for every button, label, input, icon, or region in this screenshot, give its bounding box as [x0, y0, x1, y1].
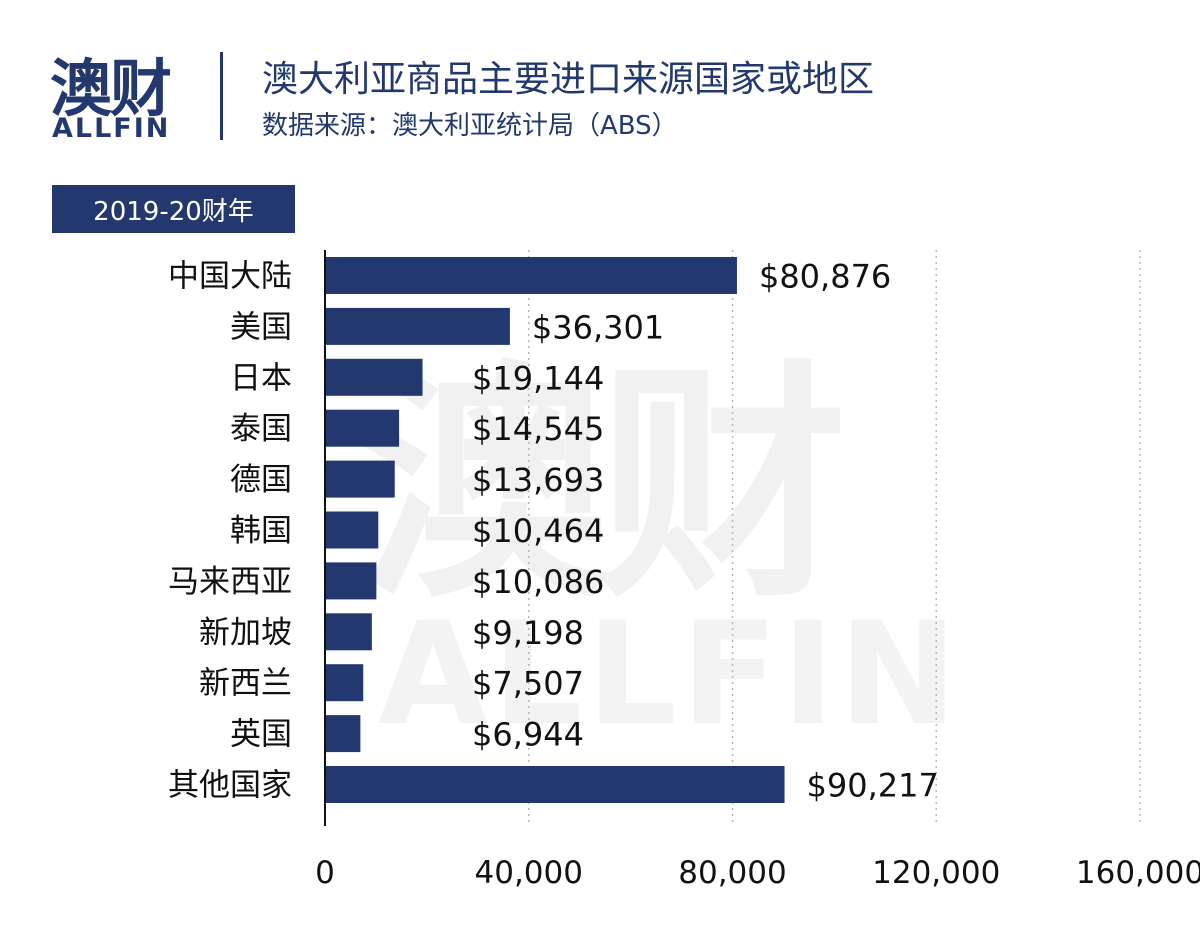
bar: [325, 562, 377, 600]
bar: [325, 511, 379, 549]
x-tick-label: 0: [315, 855, 335, 891]
category-label: 马来西亚: [168, 564, 292, 600]
bar-chart: 中国大陆 $80,876 美国 $36,301 日本 $19,144 泰国 $14,545 德国…: [168, 250, 1200, 891]
logo-wordmark: ALLFIN: [52, 113, 171, 144]
logo-mark: 澳财: [50, 52, 172, 125]
value-label: $36,301: [532, 308, 664, 346]
category-label: 日本: [230, 360, 292, 396]
x-tick-label: 120,000: [872, 855, 1000, 891]
value-label: $10,464: [472, 512, 604, 550]
category-label: 新西兰: [199, 666, 292, 702]
category-label: 新加坡: [199, 615, 292, 651]
value-label: $13,693: [472, 461, 604, 499]
bar: [325, 766, 785, 803]
value-label: $90,217: [807, 767, 939, 805]
category-label: 泰国: [230, 411, 292, 447]
value-label: $7,507: [472, 665, 584, 703]
bar: [325, 664, 364, 702]
x-tick-label: 160,000: [1076, 855, 1200, 891]
category-label: 中国大陆: [168, 259, 292, 295]
header-divider: [220, 52, 223, 140]
fiscal-year-badge: 2019-20财年: [52, 185, 295, 233]
category-label: 美国: [230, 309, 292, 345]
bar: [325, 307, 510, 345]
bar: [325, 409, 400, 447]
category-label: 其他国家: [168, 768, 292, 804]
x-tick-label: 80,000: [678, 855, 786, 891]
value-label: $19,144: [472, 359, 604, 397]
bar: [325, 613, 372, 651]
value-label: $14,545: [472, 410, 604, 448]
watermark-logo: 澳财: [360, 340, 848, 631]
chart-title: 澳大利亚商品主要进口来源国家或地区: [262, 59, 875, 100]
category-label: 德国: [230, 462, 292, 498]
value-label: $9,198: [472, 614, 584, 652]
value-label: $6,944: [472, 716, 584, 754]
bar: [325, 257, 737, 294]
watermark-wordmark: ALLFIN: [378, 592, 962, 757]
x-tick-label: 40,000: [475, 855, 583, 891]
category-label: 韩国: [230, 513, 292, 549]
bar: [325, 715, 361, 753]
category-label: 英国: [230, 717, 292, 753]
value-label: $80,876: [759, 258, 891, 296]
bar: [325, 460, 395, 498]
value-label: $10,086: [472, 563, 604, 601]
chart-subtitle: 数据来源：澳大利亚统计局（ABS）: [262, 111, 678, 141]
bar: [325, 358, 423, 396]
